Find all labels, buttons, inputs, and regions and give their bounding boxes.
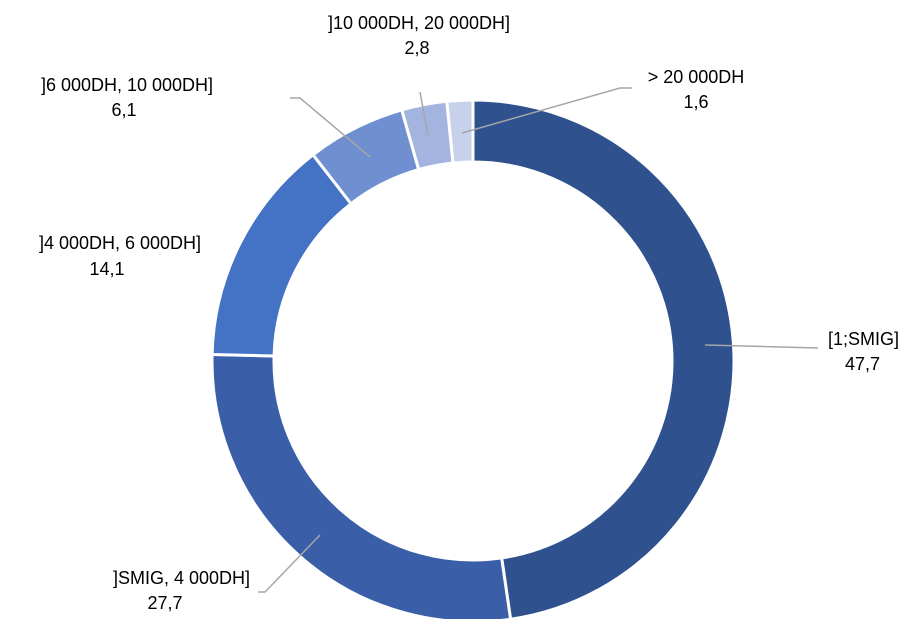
slice-smig-4000 [212,354,511,619]
value-label-1-smig: 47,7 [845,354,880,374]
category-label-10000-20000: ]10 000DH, 20 000DH] [328,13,510,33]
value-label-6000-10000: 6,1 [111,100,136,120]
value-label-smig-4000: 27,7 [147,593,182,613]
category-label-smig-4000: ]SMIG, 4 000DH] [113,568,250,588]
category-label-6000-10000: ]6 000DH, 10 000DH] [41,75,213,95]
category-label-1-smig: [1;SMIG] [828,329,899,349]
slice-4000-6000 [212,155,351,356]
category-label-gt-20000: > 20 000DH [648,67,745,87]
value-label-4000-6000: 14,1 [89,259,124,279]
donut-slices [212,100,734,619]
value-label-10000-20000: 2,8 [404,38,429,58]
category-label-4000-6000: ]4 000DH, 6 000DH] [39,233,201,253]
value-label-gt-20000: 1,6 [683,92,708,112]
slice-1-smig [473,100,734,619]
